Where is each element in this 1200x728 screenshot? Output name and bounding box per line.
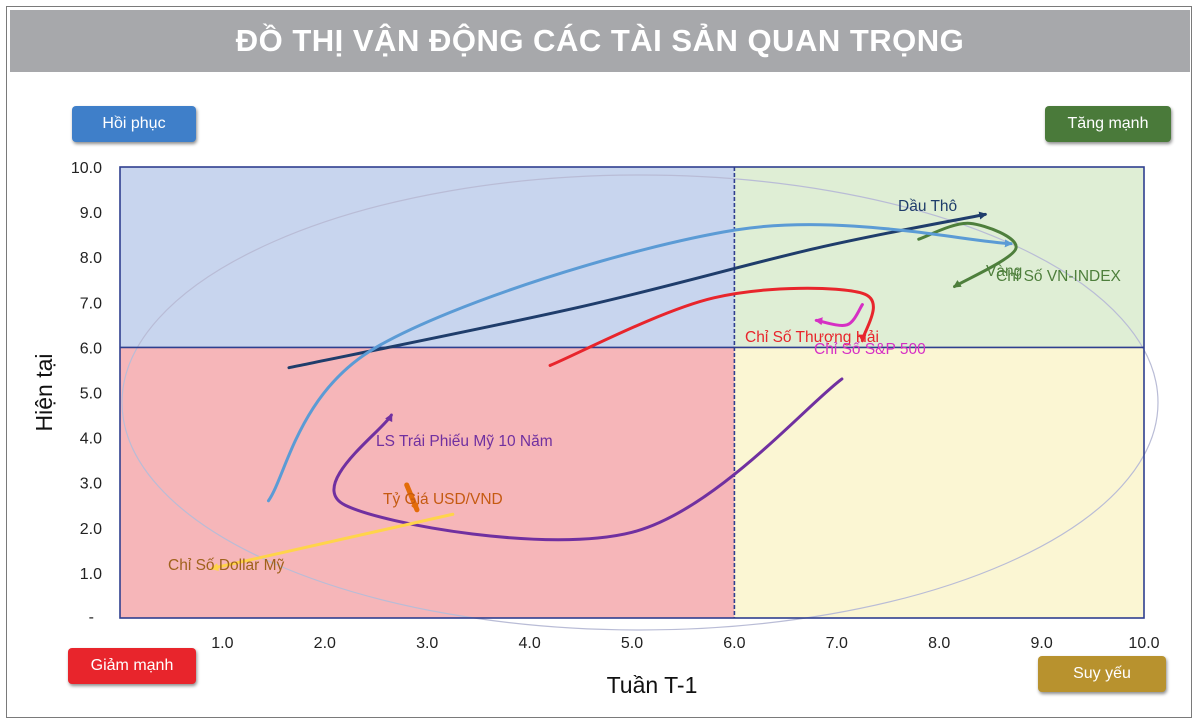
series-label: Dầu Thô [898, 198, 957, 215]
y-tick-label: 7.0 [80, 295, 102, 312]
x-tick-label: 9.0 [1030, 635, 1052, 652]
series-line [917, 221, 1018, 289]
quadrant-fill-weakening [734, 347, 1144, 618]
series-label: LS Trái Phiếu Mỹ 10 Năm [376, 433, 553, 450]
series-label: Chỉ Số Thượng Hải [745, 329, 879, 346]
x-tick-label: 6.0 [723, 635, 745, 652]
y-tick-label: 2.0 [80, 521, 102, 538]
quadrant-label-strong-decline: Giảm mạnh [68, 648, 196, 684]
series-line [404, 482, 420, 513]
plot-border [119, 166, 1145, 619]
series-line [266, 223, 1013, 503]
y-tick-label: 10.0 [71, 160, 102, 177]
series-line [332, 377, 844, 542]
y-tick-label: 4.0 [80, 431, 102, 448]
series-label: Chỉ Số S&P 500 [814, 341, 926, 358]
x-tick-label: 2.0 [314, 635, 336, 652]
y-tick-label: 6.0 [80, 340, 102, 357]
y-axis-title: Hiện tại [31, 354, 57, 432]
quadrant-label-weakening: Suy yếu [1038, 656, 1166, 692]
x-tick-label: 4.0 [518, 635, 540, 652]
series-label: Chỉ Số VN-INDEX [996, 268, 1122, 285]
series-label: Vàng [986, 263, 1022, 280]
y-tick-label: 1.0 [80, 566, 102, 583]
y-tick-label: 3.0 [80, 476, 102, 493]
quadrant-label-recovery: Hồi phục [72, 106, 196, 142]
decorative-ellipse [121, 174, 1159, 631]
x-tick-label: 8.0 [928, 635, 950, 652]
x-tick-label: 5.0 [621, 635, 643, 652]
y-tick-label: 8.0 [80, 250, 102, 267]
series-line [548, 286, 875, 367]
chart-header: ĐỒ THỊ VẬN ĐỘNG CÁC TÀI SẢN QUAN TRỌNG [10, 10, 1190, 72]
series-line [210, 512, 455, 571]
x-tick-label: 3.0 [416, 635, 438, 652]
x-axis-title: Tuần T-1 [607, 672, 698, 698]
y-tick-label: 5.0 [80, 386, 102, 403]
quadrant-fill-recovery [120, 167, 735, 348]
series-line [814, 303, 864, 327]
page-title: ĐỒ THỊ VẬN ĐỘNG CÁC TÀI SẢN QUAN TRỌNG [235, 23, 965, 58]
x-tick-label: 7.0 [826, 635, 848, 652]
quadrant-label-strong-gain: Tăng mạnh [1045, 106, 1171, 142]
y-tick-label: 9.0 [80, 205, 102, 222]
quadrant-fill-strong-decline [120, 347, 735, 618]
series-label: Chỉ Số Dollar Mỹ [168, 557, 285, 574]
y-tick-label: - [89, 609, 94, 626]
series-label: Tỷ Giá USD/VND [383, 491, 503, 508]
quadrant-fill-strong-gain [734, 167, 1144, 348]
x-tick-label: 10.0 [1128, 635, 1159, 652]
x-tick-label: 1.0 [211, 635, 233, 652]
